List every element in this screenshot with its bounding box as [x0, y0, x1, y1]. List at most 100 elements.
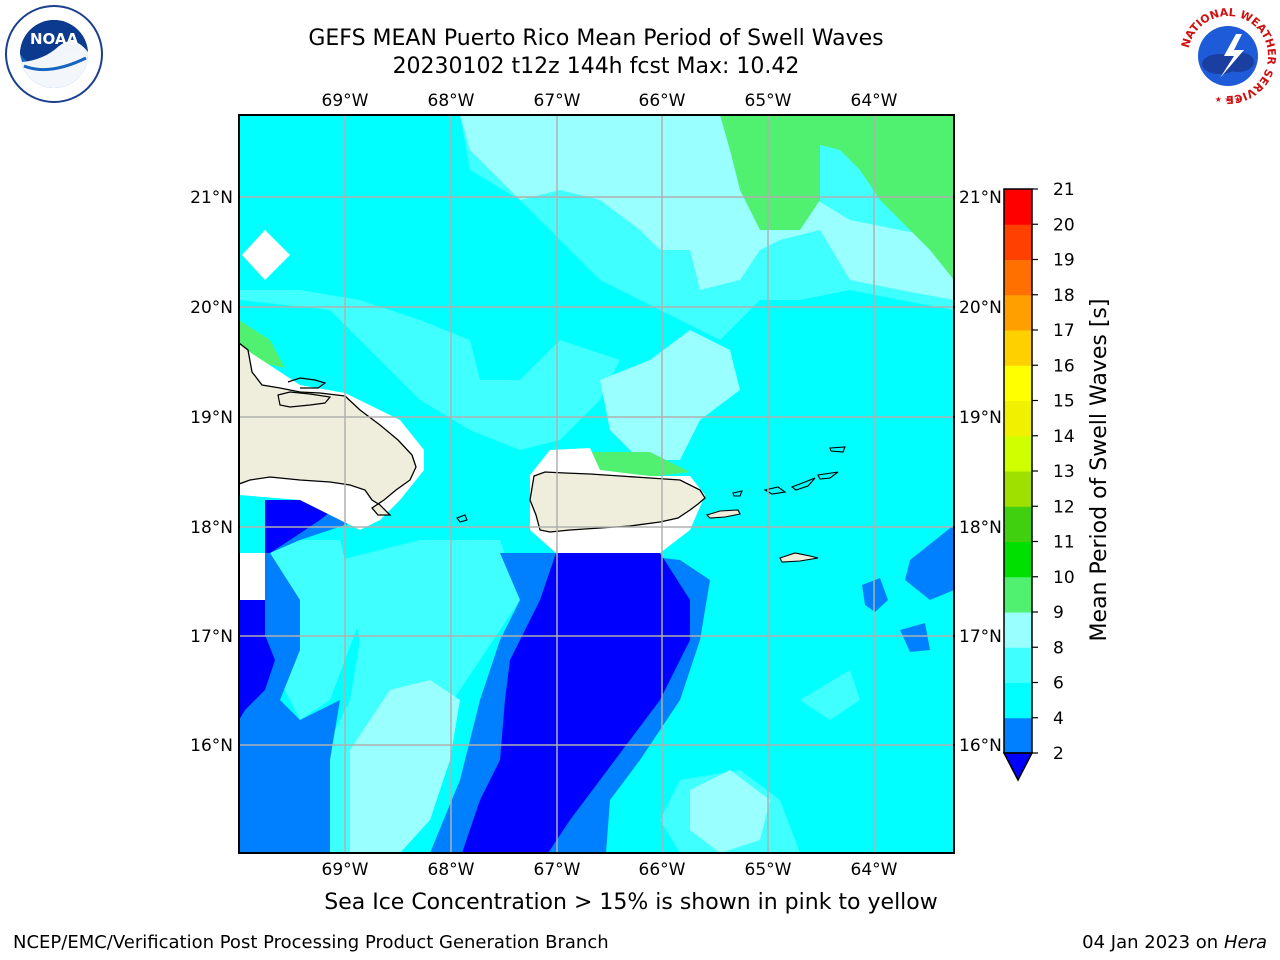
colorbar-segment [1004, 612, 1032, 648]
lat-tick-right: 20°N [959, 298, 1002, 318]
contour-4-6 [905, 525, 954, 600]
no-data-area [239, 553, 265, 600]
contour-8-9 [350, 680, 460, 853]
land-virgin-islands [817, 471, 839, 480]
lon-tick-top: 65°W [745, 91, 792, 111]
map-title: GEFS MEAN Puerto Rico Mean Period of Swe… [308, 26, 884, 51]
lon-tick-bottom: 64°W [851, 860, 898, 880]
colorbar-segment [1004, 224, 1032, 260]
contour-4-6 [900, 623, 930, 652]
contour-6-8 [270, 540, 360, 720]
map-area [239, 115, 954, 853]
colorbar-tick-label: 21 [1053, 180, 1075, 200]
contour-8-9 [600, 330, 740, 460]
colorbar-segment [1004, 682, 1032, 719]
lon-tick-top: 66°W [639, 91, 686, 111]
footer-system: Hera [1223, 932, 1267, 953]
colorbar-segment [1004, 717, 1032, 754]
contour-8-9 [460, 115, 954, 300]
contour-2-4 [462, 553, 690, 853]
colorbar-segment [1004, 330, 1032, 366]
contour-9-10 [720, 115, 954, 280]
map-subtitle: 20230102 t12z 144h fcst Max: 10.42 [392, 54, 800, 79]
lat-tick-right: 16°N [959, 736, 1002, 756]
land-culebra [732, 490, 743, 497]
svg-text:★ ★ ★: ★ ★ ★ [1215, 95, 1242, 104]
lat-tick-right: 17°N [959, 627, 1002, 647]
colorbar: 2 4 6 8 9 10 11 12 13 14 15 16 17 18 19 20 21 [1002, 180, 1075, 782]
lon-tick-top: 69°W [322, 91, 369, 111]
grid-lines [239, 115, 954, 853]
colorbar-tick-label: 11 [1053, 533, 1075, 553]
land-vieques [705, 509, 741, 519]
colorbar-segment [1004, 294, 1032, 331]
contour-2-4 [239, 600, 275, 720]
colorbar-segment [1004, 189, 1032, 225]
lon-tick-bottom: 68°W [428, 860, 475, 880]
land-virgin-islands [790, 477, 816, 491]
colorbar-label: Mean Period of Swell Waves [s] [1087, 299, 1112, 642]
colorbar-segment [1004, 400, 1032, 437]
lat-tick-right: 19°N [959, 408, 1002, 428]
lat-tick-left: 16°N [190, 736, 233, 756]
contour-4-6 [862, 578, 888, 612]
colorbar-segment [1004, 576, 1032, 613]
land-mona [456, 514, 468, 523]
land-anegada [829, 446, 846, 453]
colorbar-tick-label: 13 [1053, 462, 1075, 482]
footer-credit: NCEP/EMC/Verification Post Processing Pr… [13, 932, 609, 953]
noaa-logo: NOAA [5, 5, 103, 103]
noaa-logo-text: NOAA [30, 30, 79, 48]
map-frame [238, 114, 955, 854]
contour-8-9 [690, 770, 770, 853]
land-virgin-islands [763, 486, 787, 495]
colorbar-segment [1004, 435, 1032, 472]
footer-date: 04 Jan 2023 on Hera [1082, 932, 1267, 953]
no-data-area [242, 230, 290, 280]
lon-tick-bottom: 67°W [534, 860, 581, 880]
colorbar-tick-label: 6 [1053, 674, 1064, 694]
colorbar-tick-label: 18 [1053, 286, 1075, 306]
lat-tick-right: 18°N [959, 518, 1002, 538]
colorbar-tick-label: 8 [1053, 638, 1064, 658]
colorbar-segment [1004, 506, 1032, 542]
colorbar-segment [1004, 647, 1032, 683]
lon-tick-bottom: 66°W [639, 860, 686, 880]
colorbar-tick-label: 16 [1053, 356, 1075, 376]
lat-tick-left: 18°N [190, 518, 233, 538]
colorbar-tick-label: 17 [1053, 321, 1075, 341]
colorbar-segment [1004, 259, 1032, 296]
colorbar-tick-label: 20 [1053, 215, 1075, 235]
lon-tick-top: 64°W [851, 91, 898, 111]
lat-tick-left: 20°N [190, 298, 233, 318]
colorbar-tick-label: 9 [1053, 603, 1064, 623]
lon-tick-bottom: 69°W [322, 860, 369, 880]
footer-date-text: 04 Jan 2023 on [1082, 932, 1224, 953]
nws-logo: NATIONAL WEATHER SERVICE ★ ★ ★ [1178, 6, 1278, 106]
land-st-croix [779, 552, 819, 563]
colorbar-tick-label: 10 [1053, 568, 1075, 588]
lat-tick-left: 17°N [190, 627, 233, 647]
colorbar-tick-label: 19 [1053, 251, 1075, 271]
lon-tick-top: 67°W [534, 91, 581, 111]
sea-ice-note: Sea Ice Concentration > 15% is shown in … [324, 890, 938, 915]
land-hispaniola [239, 342, 417, 516]
lat-tick-left: 21°N [190, 188, 233, 208]
land-hispaniola-north [287, 377, 327, 389]
land-samana [277, 391, 332, 408]
colorbar-segment [1004, 541, 1032, 578]
colorbar-tick-label: 2 [1053, 744, 1064, 764]
lat-tick-right: 21°N [959, 188, 1002, 208]
colorbar-tick-label: 14 [1053, 427, 1075, 447]
colorbar-tick-label: 15 [1053, 392, 1075, 412]
colorbar-tick-label: 4 [1053, 709, 1064, 729]
contour-6-8 [239, 290, 620, 450]
colorbar-tick-label: 12 [1053, 497, 1075, 517]
colorbar-segment [1004, 471, 1032, 507]
colorbar-extend-triangle [1002, 752, 1034, 782]
lon-tick-bottom: 65°W [745, 860, 792, 880]
colorbar-segment [1004, 365, 1032, 401]
lat-tick-left: 19°N [190, 408, 233, 428]
lon-tick-top: 68°W [428, 91, 475, 111]
